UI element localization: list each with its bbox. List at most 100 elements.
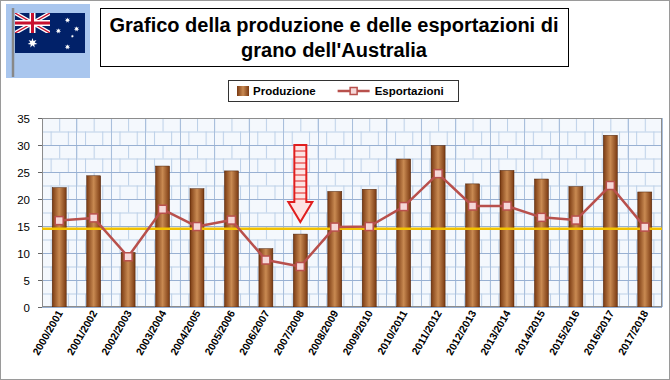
category-separator <box>111 118 112 307</box>
grid-line <box>42 172 662 173</box>
marker <box>469 202 477 210</box>
x-tick-label: 2015/2016 <box>546 308 581 357</box>
category-separator <box>283 118 284 307</box>
category-separator <box>352 118 353 307</box>
x-tick-label: 2000/2001 <box>30 308 65 357</box>
plot-frame <box>43 119 662 307</box>
x-tick-label: 2013/2014 <box>478 308 513 357</box>
marker <box>262 256 270 264</box>
bar <box>156 166 170 307</box>
flag-star <box>71 35 74 38</box>
bar <box>500 170 514 307</box>
y-tick <box>38 253 42 254</box>
x-tick-label: 2005/2006 <box>202 308 237 357</box>
marker <box>193 223 201 231</box>
flag-icon <box>6 4 90 78</box>
bar <box>121 252 135 307</box>
bar <box>224 171 238 307</box>
flag-star <box>74 26 79 31</box>
x-tick-label: 2011/2012 <box>409 308 444 357</box>
title: Grafico della produzione e delle esporta… <box>110 14 559 61</box>
bar <box>52 188 66 307</box>
category-separator <box>628 118 629 307</box>
arrow-stripe <box>294 175 306 176</box>
category-separator <box>318 118 319 307</box>
arrow <box>288 145 312 222</box>
bar <box>87 176 101 307</box>
x-tick-label: 2009/2010 <box>340 308 375 357</box>
y-tick-label: 5 <box>24 275 30 287</box>
grid <box>42 118 663 308</box>
y-tick <box>38 226 42 227</box>
legend-marker <box>350 88 357 95</box>
marker <box>296 263 304 271</box>
marker <box>55 217 63 225</box>
outer-frame <box>1 1 670 380</box>
bar <box>293 234 307 307</box>
y-tick <box>38 118 42 119</box>
plot-data <box>42 135 662 307</box>
arrow-stripe <box>294 151 306 152</box>
x-tick-label: 2016/2017 <box>581 308 616 357</box>
x-tick-label: 2008/2009 <box>305 308 340 357</box>
marker <box>572 216 580 224</box>
marker <box>537 213 545 221</box>
arrow-stripe <box>294 169 306 170</box>
bar <box>362 189 376 307</box>
arrow-stripe <box>294 163 306 164</box>
x-tick-label: 2006/2007 <box>236 308 271 357</box>
grid-line <box>42 145 662 146</box>
bar <box>569 187 583 307</box>
category-separator <box>455 118 456 307</box>
line <box>59 174 645 267</box>
flag-pole <box>12 8 15 77</box>
y-tick-label: 0 <box>24 302 30 314</box>
marker <box>434 170 442 178</box>
x-tick-label: 2010/2011 <box>374 308 409 357</box>
bar <box>534 179 548 307</box>
category-separator <box>145 118 146 307</box>
bar <box>431 146 445 307</box>
bar <box>603 135 617 307</box>
x-tick-label: 2001/2002 <box>64 308 99 357</box>
flag-star <box>28 38 38 48</box>
x-tick-label: 2017/2018 <box>615 308 650 357</box>
bar <box>638 192 652 307</box>
category-separator <box>559 118 560 307</box>
flag-star <box>65 44 70 49</box>
category-separator <box>490 118 491 307</box>
marker <box>159 205 167 213</box>
x-tick-label: 2012/2013 <box>443 308 478 357</box>
x-tick-label: 2014/2015 <box>512 308 547 357</box>
marker <box>606 182 614 190</box>
marker <box>124 253 132 261</box>
marker <box>227 216 235 224</box>
legend-label: Produzione <box>253 85 316 97</box>
category-separator <box>249 118 250 307</box>
chart: Grafico della produzione e delle esporta… <box>0 0 670 380</box>
y-tick <box>38 280 42 281</box>
marker <box>641 223 649 231</box>
category-separator <box>662 118 663 307</box>
flag-star <box>65 17 70 22</box>
y-tick <box>38 199 42 200</box>
category-separator <box>214 118 215 307</box>
legend: ProduzioneEsportazioni <box>229 81 459 102</box>
y-tick-label: 20 <box>17 194 30 206</box>
flag-star <box>56 28 61 33</box>
y-tick <box>38 145 42 146</box>
bar <box>259 249 273 307</box>
marker <box>400 203 408 211</box>
marker <box>331 223 339 231</box>
arrow-stripe <box>294 199 306 200</box>
arrow-stripe <box>294 157 306 158</box>
y-tick <box>38 307 42 308</box>
x-tick-label: 2003/2004 <box>133 308 168 357</box>
bar <box>397 159 411 307</box>
y-tick-label: 35 <box>17 113 30 125</box>
category-separator <box>593 118 594 307</box>
union-jack <box>15 13 50 33</box>
category-separator <box>180 118 181 307</box>
grid-line <box>42 307 662 308</box>
marker <box>90 214 98 222</box>
